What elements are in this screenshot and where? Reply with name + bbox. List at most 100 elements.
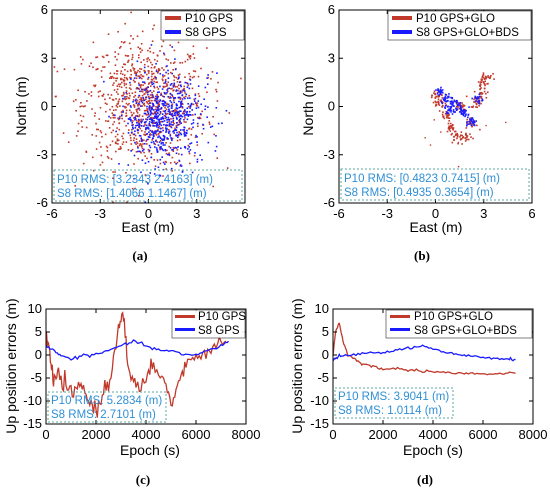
p10-point [434,97,437,99]
p10-point [131,114,134,116]
s8-point [132,127,134,130]
s8-point [148,136,151,139]
p10-point [168,145,170,148]
s8-point [459,102,462,104]
s8-point [437,88,439,90]
p10-point [195,103,198,106]
s8-point [439,93,442,96]
p10-point [149,85,152,87]
p10-point [116,70,118,72]
p10-point [139,86,142,89]
p10-point [460,138,463,140]
p10-point [119,45,122,48]
p10-point [167,59,169,61]
p10-point [188,72,190,75]
s8-point [196,161,199,163]
s8-point [133,77,136,79]
p10-point [485,92,487,95]
p10-point [481,93,483,95]
p10-point [93,115,96,117]
p10-point [155,81,157,84]
p10-point [113,121,116,123]
s8-point [180,110,182,112]
s8-point [140,100,143,103]
p10-point [444,112,447,115]
p10-point [145,113,148,116]
p10-point [159,148,161,151]
panel-c-xlabel: Epoch (s) [120,442,180,458]
p10-point [113,72,116,75]
s8-point [158,108,160,111]
s8-point [155,121,158,124]
s8-point [441,91,444,94]
s8-point [173,97,175,99]
p10-point [485,77,488,79]
s8-point [149,102,151,104]
s8-point [135,102,138,105]
y-tick-label: -3 [323,147,335,162]
s8-point [476,98,479,100]
s8-point [175,126,178,129]
p10-point [166,113,169,115]
s8-point [152,133,155,135]
p10-point [448,125,450,127]
p10-point [77,122,80,125]
s8-point [452,109,455,111]
s8-point [157,109,160,112]
s8-point [171,72,174,75]
p10-point [79,114,82,117]
p10-point [215,90,218,93]
p10-point [105,120,107,122]
p10-point [154,165,157,168]
p10-point [194,136,197,139]
p10-point [74,185,77,187]
s8-point [162,104,164,106]
p10-point [135,77,138,80]
panel-a-legend-p10: P10 GPS [185,13,233,25]
p10-point [85,150,88,153]
p10-point [117,100,120,103]
p10-point [178,131,180,133]
s8-point [189,107,191,109]
p10-point [140,73,142,76]
y-tick-label: 5 [35,324,42,339]
s8-point [173,82,176,85]
p10-point [178,121,181,124]
p10-point [92,66,94,69]
p10-point [163,53,166,56]
s8-point [454,100,456,103]
p10-point [480,92,483,94]
s8-point [146,138,148,141]
p10-point [152,132,155,134]
p10-point [123,74,126,76]
s8-point [133,133,136,136]
s8-point [171,149,173,151]
s8-point [130,78,132,80]
s8-point [148,134,151,136]
s8-point [449,102,452,105]
p10-point [441,106,444,108]
p10-point [159,140,162,142]
p10-point [172,68,175,71]
s8-point [146,105,148,108]
s8-point [170,107,173,109]
p10-point [226,167,229,169]
p10-point [438,102,440,104]
p10-point [240,77,242,80]
p10-point [102,56,105,59]
p10-point [434,93,437,96]
p10-point [171,114,174,117]
p10-point [157,88,160,90]
p10-outlier [424,137,426,139]
s8-point [159,85,161,88]
s8-point [167,110,170,113]
p10-point [465,138,468,141]
s8-point [192,119,195,121]
s8-point [159,110,162,113]
s8-point [163,138,166,141]
p10-point [129,174,132,177]
p10-point [110,158,113,160]
s8-point [215,145,218,148]
s8-point [186,86,189,88]
s8-point [158,118,161,121]
